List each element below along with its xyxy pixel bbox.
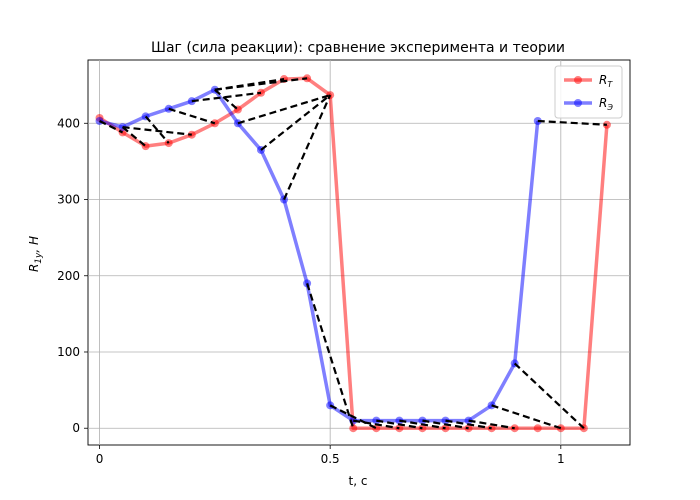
connector-lines — [99, 77, 607, 430]
connector-line — [237, 94, 331, 125]
legend-label-re-main: R — [599, 96, 607, 110]
connector-line — [329, 404, 377, 430]
x-tick-label: 0 — [96, 452, 104, 466]
connector-line — [191, 91, 262, 103]
legend-marker-rt — [574, 76, 582, 84]
legend-label-re: RЭ — [599, 96, 613, 112]
x-tick-label: 0.5 — [321, 452, 340, 466]
series-line-0 — [98, 76, 609, 430]
x-axis: 0 0.5 1 — [96, 445, 565, 466]
grid-lines — [88, 60, 630, 445]
connector-line — [122, 125, 192, 136]
connector-line — [214, 77, 308, 91]
y-axis-title: R1y, H — [27, 236, 44, 272]
connector-line — [399, 419, 446, 430]
y-tick-label: 300 — [57, 193, 80, 207]
y-tick-label: 100 — [57, 345, 80, 359]
y-axis: 0 100 200 300 400 — [57, 116, 88, 435]
connector-line — [376, 419, 423, 430]
y-tick-label: 400 — [57, 116, 80, 130]
y-axis-title-sub: 1y — [34, 252, 44, 264]
connector-line — [445, 419, 492, 430]
y-axis-title-main: R — [27, 264, 41, 272]
legend-label-rt-sub: T — [607, 80, 613, 89]
connector-line — [537, 119, 607, 126]
series-0-point — [533, 424, 542, 433]
plot-area — [87, 59, 631, 446]
connector-line — [260, 94, 331, 151]
series-0-point — [349, 424, 358, 433]
connector-line — [283, 94, 332, 200]
legend-label-rt: RT — [599, 73, 613, 89]
connector-line — [121, 126, 147, 147]
legend: RT RЭ — [554, 65, 623, 119]
series-line-1 — [99, 87, 540, 423]
y-tick-label: 0 — [72, 421, 80, 435]
connector-line — [468, 419, 515, 430]
x-axis-title: t, с — [349, 474, 368, 488]
connector-line — [168, 107, 216, 125]
y-tick-label: 200 — [57, 269, 80, 283]
connector-line — [306, 283, 355, 429]
connector-line — [214, 88, 239, 111]
y-axis-title-unit: , H — [27, 236, 41, 253]
x-tick-label: 1 — [557, 452, 565, 466]
connector-line — [491, 404, 562, 430]
chart-title: Шаг (сила реакции): сравнение эксперимен… — [151, 40, 565, 56]
connector-line — [99, 120, 124, 134]
series-layer — [95, 74, 611, 433]
legend-label-rt-main: R — [599, 73, 607, 87]
connector-line — [144, 115, 170, 144]
legend-label-re-sub: Э — [606, 103, 613, 112]
connector-line — [422, 419, 469, 430]
connector-line — [513, 362, 585, 430]
connector-line — [353, 419, 400, 430]
legend-marker-re — [574, 99, 582, 107]
